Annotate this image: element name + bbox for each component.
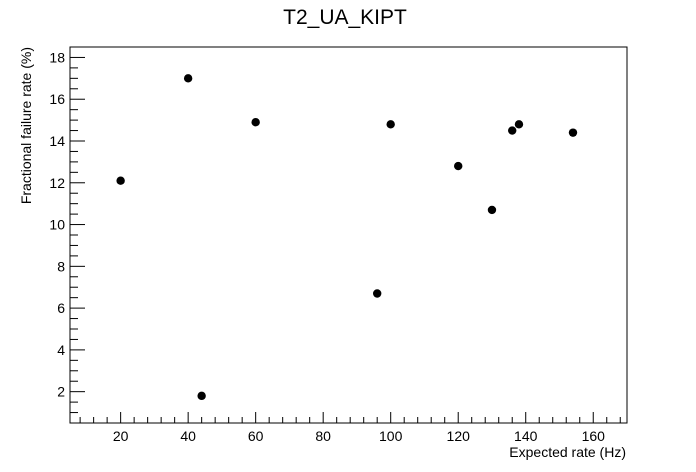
data-point [197,391,206,401]
data-point [116,176,125,185]
y-tick-label: 10 [49,217,65,233]
chart-title: T2_UA_KIPT [283,6,407,29]
y-tick-label: 8 [57,258,65,274]
x-axis-label: Expected rate (Hz) [509,444,626,460]
data-point [487,205,497,215]
y-tick-label: 16 [49,91,65,107]
y-tick-label: 2 [57,384,65,400]
x-tick-label: 140 [514,428,538,444]
x-tick-label: 60 [248,428,264,444]
data-point [372,289,382,298]
data-point [514,120,524,129]
data-point [508,126,517,135]
x-tick-label: 20 [113,428,129,444]
x-axis: 20 40 60 80 100 120 140 160 [79,412,621,444]
y-tick-label: 4 [57,342,65,358]
x-tick-label: 120 [447,428,471,444]
plot-frame [69,46,628,424]
data-point [386,120,395,129]
data-points [116,74,578,401]
data-point [568,128,578,137]
y-tick-label: 6 [57,300,65,316]
data-point [183,74,193,83]
y-tick-label: 14 [49,133,65,149]
x-tick-label: 160 [582,428,606,444]
x-tick-label: 100 [379,428,403,444]
x-tick-label: 80 [315,428,331,444]
y-tick-label: 12 [49,175,65,191]
y-tick-label: 18 [49,49,65,65]
y-axis-label: Fractional failure rate (%) [18,47,34,204]
x-tick-label: 40 [180,428,196,444]
y-axis: 2 4 6 8 10 12 14 16 18 [49,46,85,414]
data-point [251,118,260,127]
data-point [454,161,463,171]
